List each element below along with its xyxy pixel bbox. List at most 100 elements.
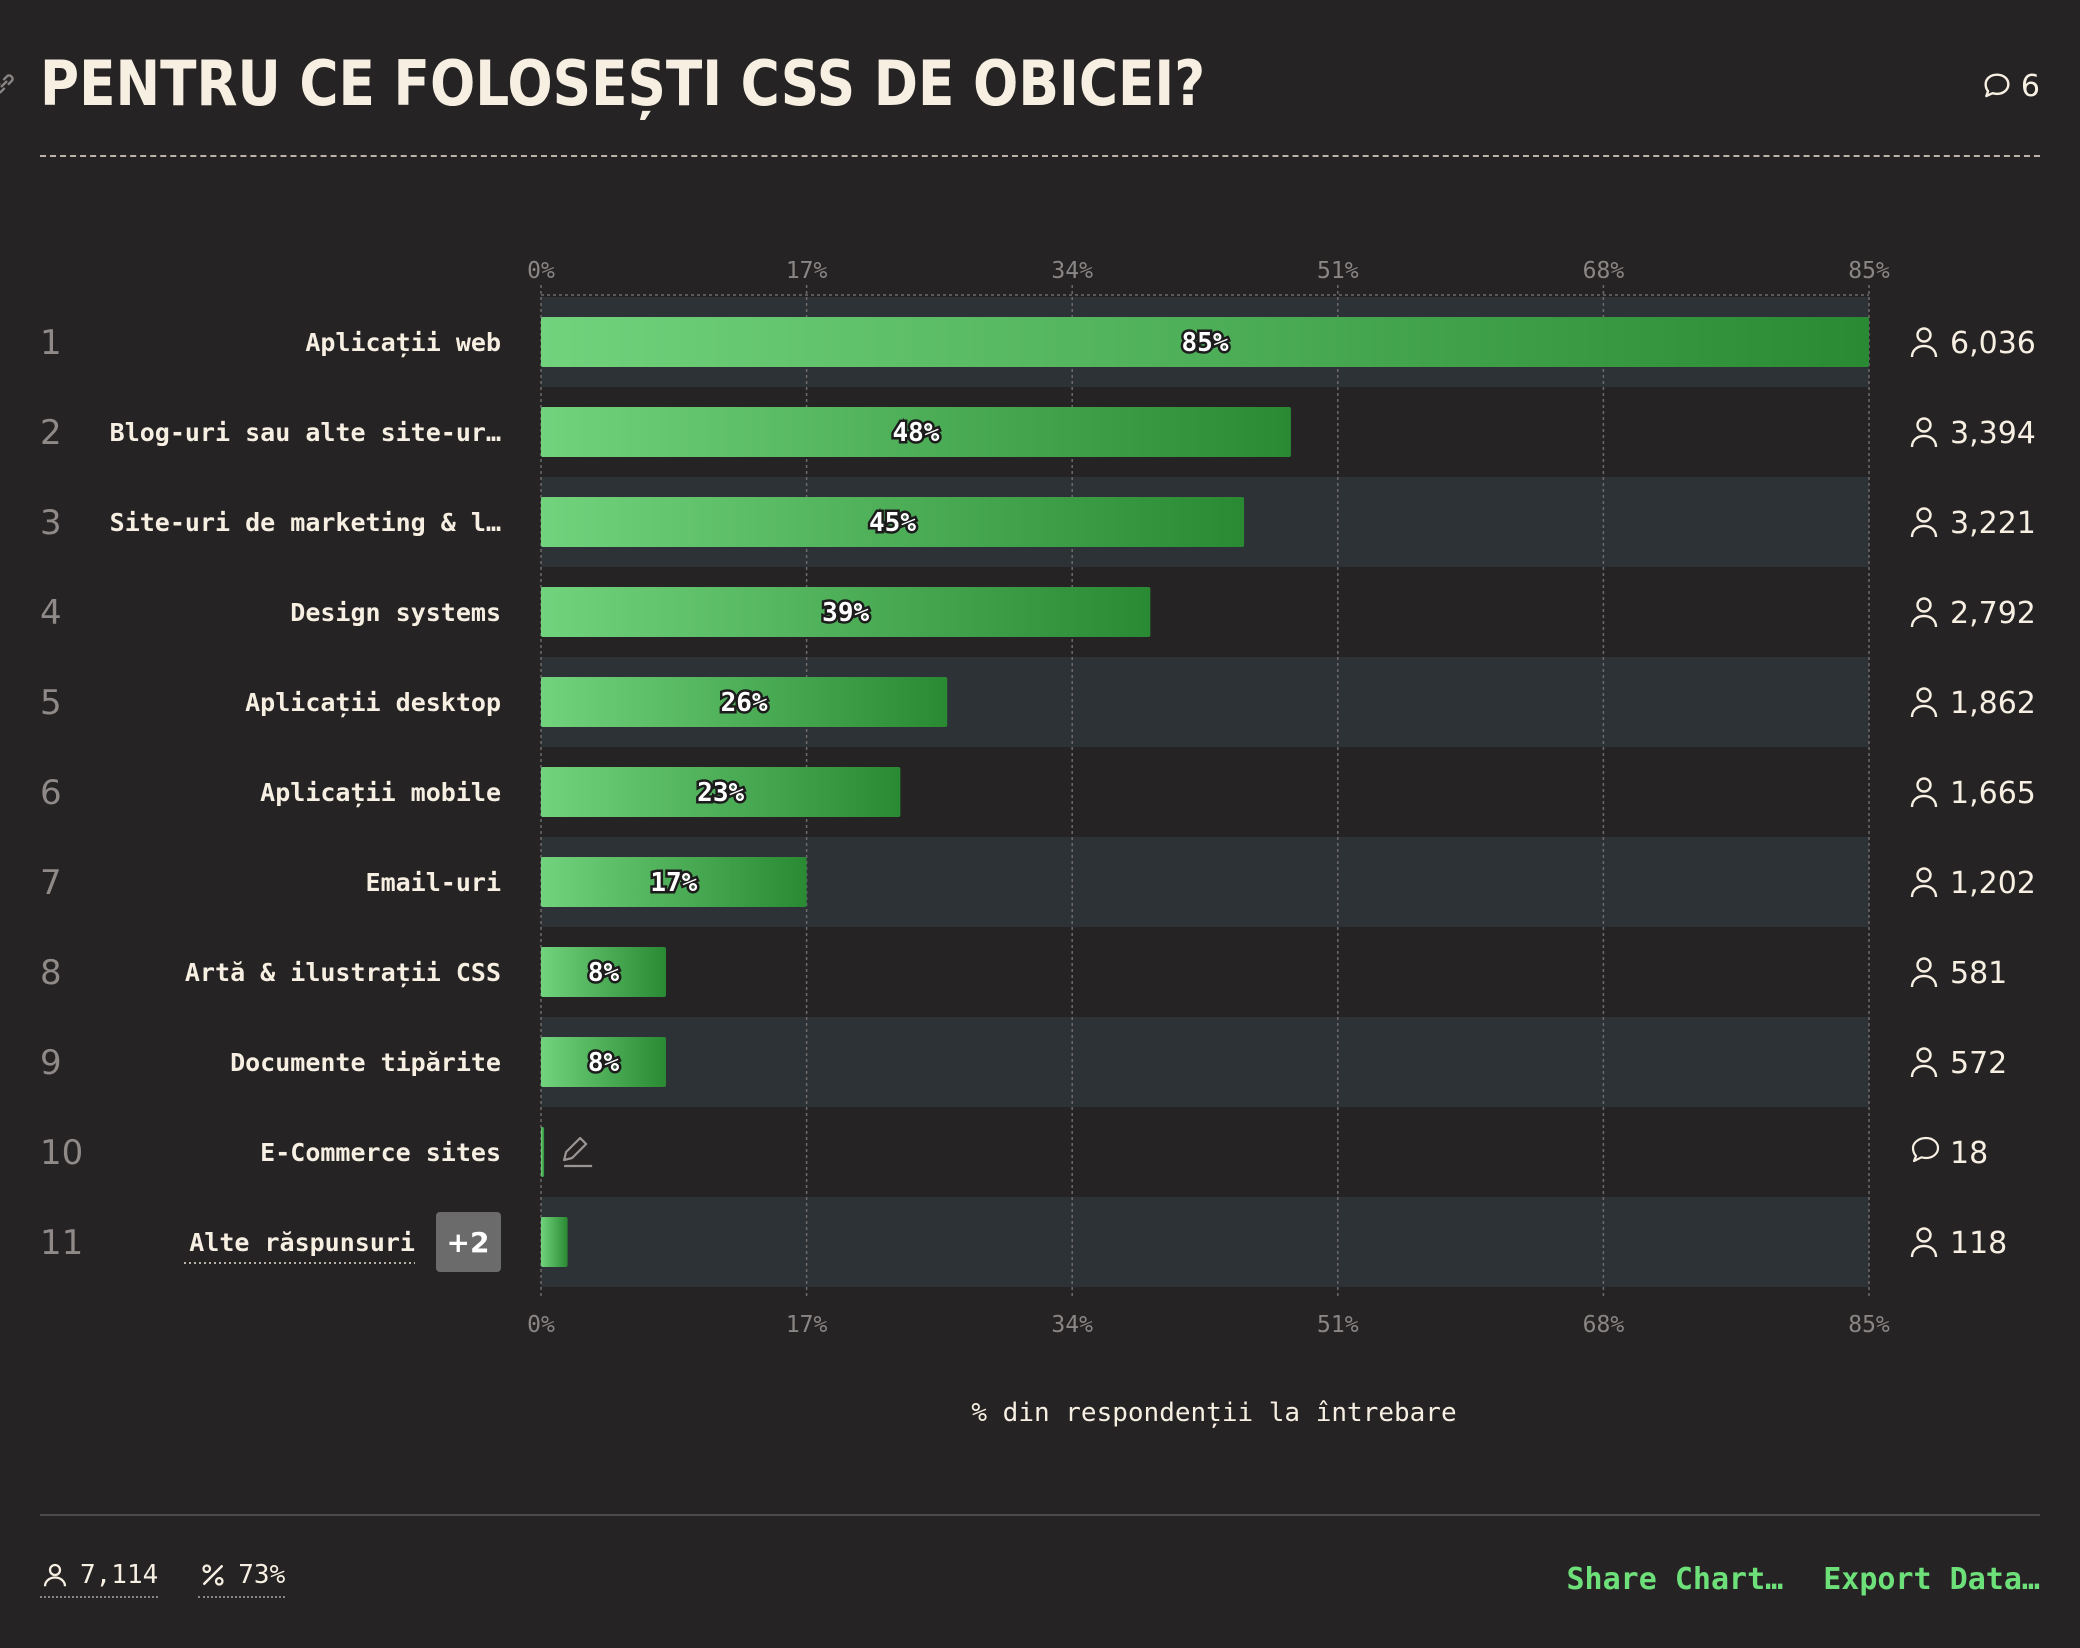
row-rank: 5 xyxy=(40,683,62,723)
row-rank: 9 xyxy=(40,1043,62,1083)
comment-icon xyxy=(1984,73,2010,98)
bar[interactable] xyxy=(541,767,901,817)
bar[interactable] xyxy=(541,1217,568,1267)
bar[interactable] xyxy=(541,857,807,907)
row-rank: 2 xyxy=(40,413,62,453)
more-answers-badge[interactable]: +2 xyxy=(436,1212,501,1272)
respondent-count: 1,665 xyxy=(1950,776,2036,811)
link-icon[interactable] xyxy=(0,70,18,98)
footer-divider xyxy=(40,1514,2040,1516)
badge-label: +2 xyxy=(447,1226,490,1259)
chart-row: 9 Documente tipărite 8% 572 xyxy=(40,1037,2007,1087)
chart-row: 2 Blog-uri sau alte site-ur… 48% 3,394 xyxy=(40,407,2036,457)
chart-row: 1 Aplicații web 85% 6,036 xyxy=(40,317,2036,367)
bar[interactable] xyxy=(541,1037,666,1087)
bar-value-label: 85% xyxy=(1182,328,1229,358)
user-icon xyxy=(1910,327,1938,358)
x-axis-top: 0% 17% 34% 51% 68% 85% xyxy=(527,258,1890,284)
comment-count: 6 xyxy=(2020,68,2040,104)
chart-row: 11 +2 Alte răspunsuri 118 xyxy=(40,1212,2007,1272)
respondent-count: 572 xyxy=(1950,1046,2007,1081)
category-label: Design systems xyxy=(290,598,501,627)
category-label: Blog-uri sau alte site-ur… xyxy=(110,418,501,447)
bar-value-label: 48% xyxy=(892,418,939,448)
row-rank: 10 xyxy=(40,1133,83,1173)
respondent-count: 3,221 xyxy=(1950,506,2036,541)
category-label: Artă & ilustrații CSS xyxy=(185,958,501,987)
x-tick-label: 51% xyxy=(1317,258,1359,284)
title-divider xyxy=(40,155,2040,157)
chart-title: PENTRU CE FOLOSEȘTI CSS DE OBICEI? xyxy=(40,47,1206,120)
row-rank: 3 xyxy=(40,503,62,543)
category-label: Documente tipărite xyxy=(230,1048,501,1077)
user-icon xyxy=(1910,777,1938,808)
user-icon xyxy=(43,1563,67,1587)
x-axis-bottom: 0% 17% 34% 51% 68% 85% xyxy=(527,1312,1890,1338)
user-icon xyxy=(1910,507,1938,538)
user-icon xyxy=(1910,867,1938,898)
row-rank: 1 xyxy=(40,323,62,363)
bar-value-label: 26% xyxy=(721,688,768,718)
respondent-count: 1,862 xyxy=(1950,686,2036,721)
row-rank: 7 xyxy=(40,863,62,903)
user-icon xyxy=(1910,1227,1938,1258)
category-label[interactable]: Alte răspunsuri xyxy=(189,1228,415,1257)
user-icon xyxy=(1910,1047,1938,1078)
user-icon xyxy=(1910,597,1938,628)
comments-button[interactable]: 6 xyxy=(1981,66,2040,106)
chart-row: 5 Aplicații desktop 26% 1,862 xyxy=(40,677,2036,727)
respondent-count: 118 xyxy=(1950,1226,2007,1261)
user-icon xyxy=(1910,687,1938,718)
footer-stats: 7,114 73% xyxy=(40,1560,286,1598)
x-tick-label: 0% xyxy=(527,1312,555,1338)
category-label: Aplicații desktop xyxy=(245,688,501,717)
row-rank: 11 xyxy=(40,1223,83,1263)
x-tick-label: 34% xyxy=(1051,258,1093,284)
bar[interactable] xyxy=(541,587,1151,637)
respondent-count: 6,036 xyxy=(1950,326,2036,361)
bar[interactable] xyxy=(541,407,1291,457)
bar[interactable] xyxy=(541,677,948,727)
bar-value-label: 39% xyxy=(822,598,869,628)
category-label: Site-uri de marketing & l… xyxy=(110,508,501,537)
row-stripe xyxy=(541,1017,1869,1107)
respondent-count: 2,792 xyxy=(1950,596,2036,631)
bar[interactable] xyxy=(541,947,666,997)
pencil-icon[interactable] xyxy=(563,1136,593,1168)
category-label: Aplicații mobile xyxy=(260,778,501,807)
x-tick-label: 85% xyxy=(1848,1312,1890,1338)
percent-icon xyxy=(202,1564,224,1586)
category-label: Aplicații web xyxy=(305,328,501,357)
bar-chart: 0% 17% 34% 51% 68% 85% 0% 17% 34% 51% 68% 85% 1 Apl… xyxy=(40,258,2036,1428)
x-tick-label: 68% xyxy=(1583,1312,1625,1338)
x-tick-label: 51% xyxy=(1317,1312,1359,1338)
respondent-count: 1,202 xyxy=(1950,866,2036,901)
respondent-count: 581 xyxy=(1950,956,2007,991)
respondents-stat[interactable]: 7,114 xyxy=(40,1560,159,1598)
x-tick-label: 17% xyxy=(786,258,828,284)
x-tick-label: 68% xyxy=(1583,258,1625,284)
category-label: Email-uri xyxy=(366,868,501,897)
percentage-value: 73% xyxy=(238,1560,286,1590)
bar[interactable] xyxy=(541,497,1245,547)
respondent-count: 3,394 xyxy=(1950,416,2036,451)
chart-row: 6 Aplicații mobile 23% 1,665 xyxy=(40,767,2036,817)
chart-row: 8 Artă & ilustrații CSS 8% 581 xyxy=(40,947,2007,997)
bar[interactable] xyxy=(541,317,1869,367)
bar-value-label: 17% xyxy=(650,868,697,898)
bar-value-label: 45% xyxy=(869,508,916,538)
bar[interactable] xyxy=(541,1127,545,1177)
chart-row: 7 Email-uri 17% 1,202 xyxy=(40,857,2036,907)
row-stripe xyxy=(541,1197,1869,1287)
row-rank: 6 xyxy=(40,773,62,813)
x-tick-label: 85% xyxy=(1848,258,1890,284)
category-label: E-Commerce sites xyxy=(260,1138,501,1167)
x-tick-label: 17% xyxy=(786,1312,828,1338)
export-data-button[interactable]: Export Data… xyxy=(1823,1562,2040,1597)
percentage-stat[interactable]: 73% xyxy=(198,1560,286,1598)
bar-value-label: 8% xyxy=(588,958,620,988)
share-chart-button[interactable]: Share Chart… xyxy=(1566,1562,1784,1597)
chart-row: 10 E-Commerce sites 18 xyxy=(40,1127,1988,1177)
x-tick-label: 34% xyxy=(1051,1312,1093,1338)
footer-actions: Share Chart… Export Data… xyxy=(1567,1562,2041,1597)
